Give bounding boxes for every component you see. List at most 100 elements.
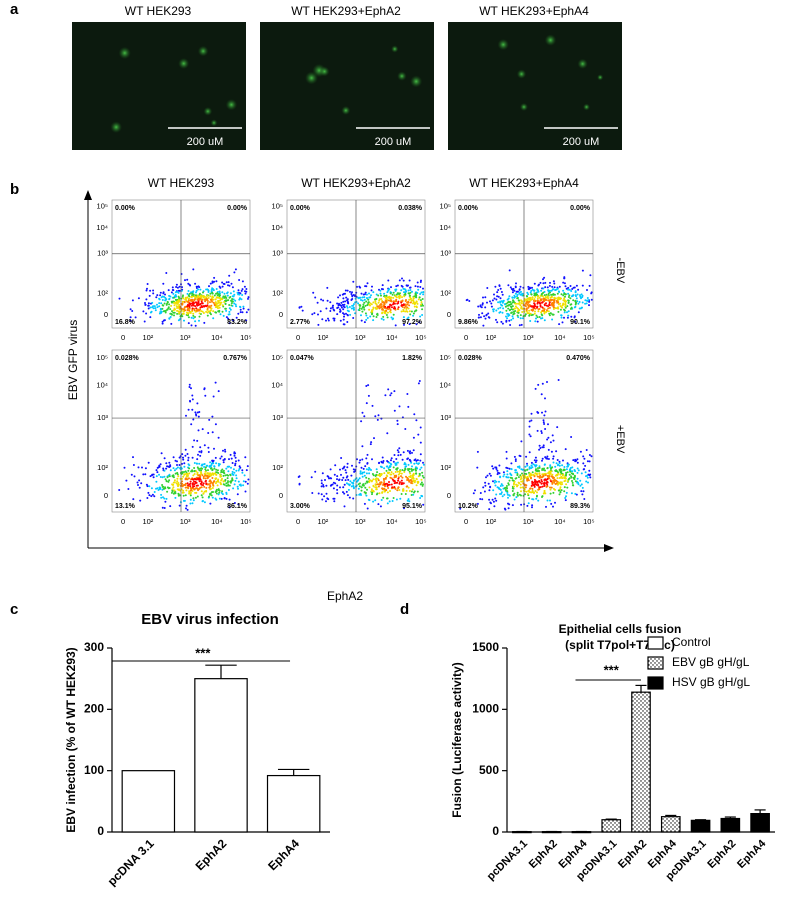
event-dot <box>187 456 190 459</box>
event-dot <box>365 476 368 479</box>
event-dot <box>155 469 158 472</box>
event-dot <box>400 301 403 304</box>
event-dot <box>585 449 588 451</box>
event-dot <box>217 390 220 393</box>
event-dot <box>380 298 383 300</box>
event-dot <box>534 294 537 297</box>
quadrant-percent: 0.00% <box>570 205 591 212</box>
event-dot <box>557 303 560 306</box>
event-dot <box>333 319 336 322</box>
event-dot <box>389 310 391 313</box>
quadrant-percent: 90.1% <box>570 319 591 326</box>
event-dot <box>191 307 194 310</box>
event-dot <box>535 483 538 486</box>
event-dot <box>581 486 584 489</box>
event-dot <box>152 305 155 308</box>
event-dot <box>185 414 187 417</box>
event-dot <box>531 487 534 490</box>
quadrant-percent: 95.1% <box>402 503 423 510</box>
event-dot <box>559 491 562 493</box>
event-dot <box>188 472 191 475</box>
event-dot <box>317 313 319 316</box>
event-dot <box>539 281 542 284</box>
event-dot <box>314 470 317 473</box>
event-dot <box>552 280 555 283</box>
event-dot <box>546 467 549 470</box>
event-dot <box>360 319 363 322</box>
event-dot <box>346 462 349 465</box>
event-dot <box>367 468 370 471</box>
cell-spot <box>597 74 604 81</box>
event-dot <box>525 473 528 475</box>
event-dot <box>191 470 194 473</box>
event-dot <box>138 486 141 489</box>
event-dot <box>412 300 415 303</box>
event-dot <box>385 489 387 491</box>
event-dot <box>380 305 383 308</box>
event-dot <box>549 296 552 299</box>
event-dot <box>573 315 576 318</box>
event-dot <box>534 310 536 313</box>
event-dot <box>420 466 423 469</box>
event-dot <box>153 495 156 498</box>
event-dot <box>173 479 176 482</box>
event-dot <box>147 307 150 310</box>
event-dot <box>581 284 584 287</box>
event-dot <box>406 499 409 502</box>
event-dot <box>150 487 153 490</box>
y-tick-label: 10⁴ <box>439 223 451 232</box>
event-dot <box>149 306 152 309</box>
event-dot <box>516 314 519 317</box>
event-dot <box>158 473 160 476</box>
event-dot <box>345 471 348 474</box>
x-tick-label: 10⁵ <box>415 517 426 526</box>
event-dot <box>546 381 548 383</box>
event-dot <box>352 306 355 309</box>
event-dot <box>392 460 395 463</box>
legend-label: Control <box>672 635 711 649</box>
event-dot <box>312 291 315 294</box>
event-dot <box>511 477 514 480</box>
event-dot <box>172 467 175 470</box>
event-dot <box>168 487 171 489</box>
event-dot <box>422 463 425 466</box>
event-dot <box>580 297 582 300</box>
event-dot <box>536 491 538 494</box>
event-dot <box>365 314 368 317</box>
event-dot <box>566 486 569 489</box>
event-dot <box>566 311 568 314</box>
event-dot <box>241 280 244 283</box>
event-dot <box>419 293 422 295</box>
event-dot <box>507 482 510 485</box>
y-tick-label: 10⁵ <box>440 353 451 362</box>
event-dot <box>246 465 249 468</box>
event-dot <box>526 291 529 294</box>
event-dot <box>564 305 567 308</box>
event-dot <box>531 471 534 474</box>
event-dot <box>509 308 512 311</box>
event-dot <box>190 491 192 494</box>
event-dot <box>553 282 556 285</box>
event-dot <box>343 313 346 316</box>
event-dot <box>415 296 418 299</box>
event-dot <box>209 292 212 295</box>
event-dot <box>571 481 574 484</box>
event-dot <box>212 473 215 476</box>
event-dot <box>192 312 195 315</box>
event-dot <box>517 476 520 479</box>
event-dot <box>181 295 184 298</box>
event-dot <box>178 504 181 507</box>
event-dot <box>202 477 205 480</box>
event-dot <box>510 474 513 477</box>
event-dot <box>339 294 341 297</box>
event-dot <box>368 472 371 475</box>
event-dot <box>155 296 158 299</box>
event-dot <box>392 313 395 316</box>
event-dot <box>192 478 195 481</box>
event-dot <box>193 473 196 475</box>
event-dot <box>202 500 204 502</box>
event-dot <box>346 306 349 309</box>
event-dot <box>395 300 398 303</box>
quadrant-percent: 0.047% <box>290 355 315 362</box>
event-dot <box>380 499 383 501</box>
